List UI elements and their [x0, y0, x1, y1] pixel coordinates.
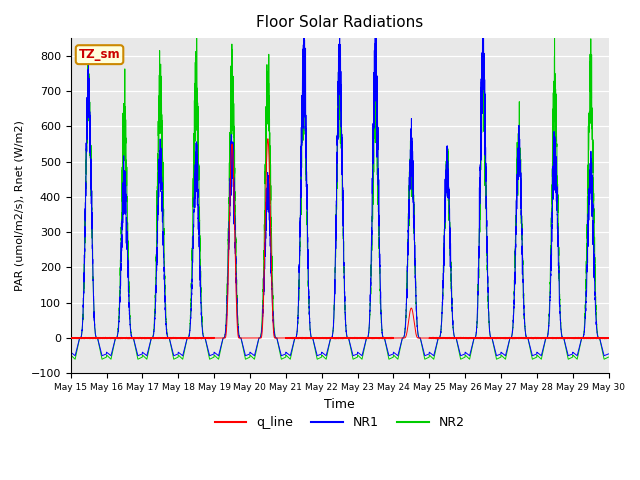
Line: NR2: NR2 [70, 29, 609, 359]
NR1 [250, 352, 257, 358]
Line: NR1: NR1 [70, 17, 609, 356]
q_line [575, 335, 583, 340]
q_line [605, 336, 612, 341]
NR1 [605, 351, 612, 357]
NR2 [476, 255, 483, 261]
Legend: q_line, NR1, NR2: q_line, NR1, NR2 [209, 411, 470, 434]
NR2 [582, 283, 590, 288]
NR1 [321, 352, 329, 358]
NR1 [476, 245, 483, 251]
q_line [250, 335, 257, 341]
NR2 [460, 355, 468, 360]
X-axis label: Time: Time [324, 397, 355, 410]
q_line [460, 335, 468, 341]
NR2 [67, 352, 74, 358]
Line: q_line: q_line [70, 139, 609, 339]
Y-axis label: PAR (umol/m2/s), Rnet (W/m2): PAR (umol/m2/s), Rnet (W/m2) [15, 120, 25, 291]
q_line [582, 335, 590, 340]
NR1 [300, 14, 308, 20]
q_line [321, 336, 329, 342]
Title: Floor Solar Radiations: Floor Solar Radiations [256, 15, 423, 30]
NR1 [67, 349, 74, 355]
NR1 [71, 353, 79, 359]
NR2 [605, 354, 612, 360]
q_line [475, 336, 483, 341]
Text: TZ_sm: TZ_sm [79, 48, 120, 61]
NR1 [460, 351, 468, 357]
NR1 [582, 299, 590, 305]
q_line [574, 336, 582, 342]
NR2 [321, 356, 329, 361]
NR2 [71, 356, 79, 362]
q_line [264, 136, 271, 142]
q_line [67, 335, 74, 340]
NR1 [575, 344, 583, 350]
NR2 [575, 346, 583, 352]
NR2 [193, 26, 200, 32]
NR2 [250, 356, 257, 361]
